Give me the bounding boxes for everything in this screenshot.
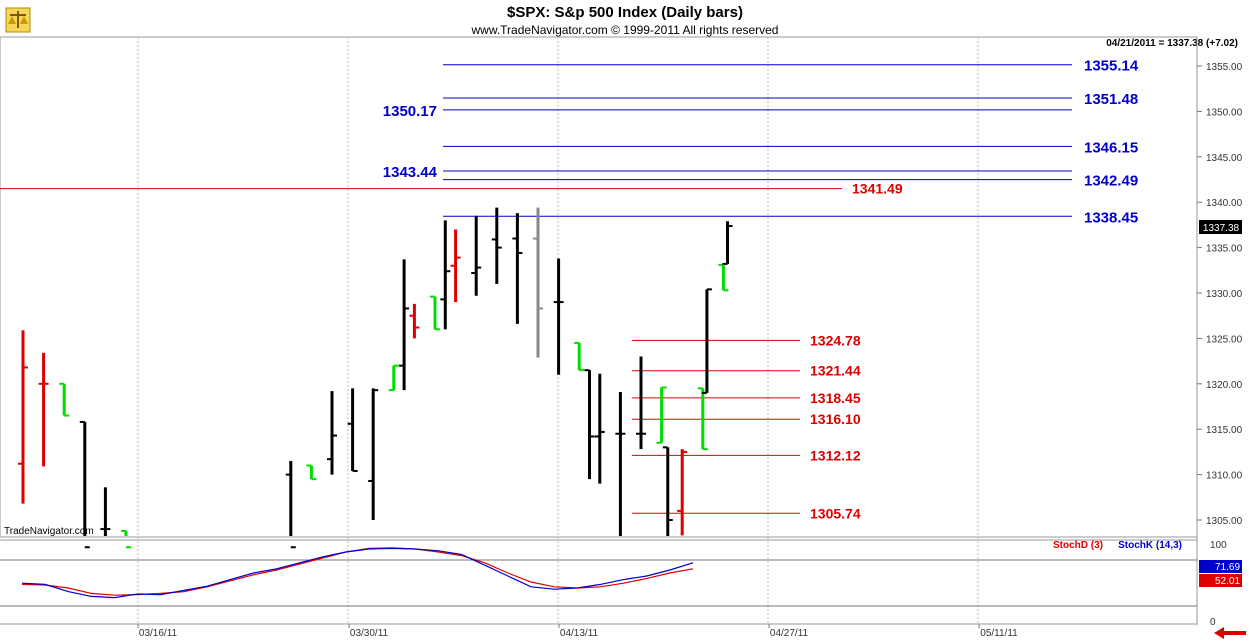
ohlc-bar xyxy=(368,388,379,520)
stoch-tick-100: 100 xyxy=(1210,540,1227,551)
blue-level-label: 1338.45 xyxy=(1084,209,1138,226)
y-tick-label: 1345.00 xyxy=(1206,153,1243,164)
ohlc-bar xyxy=(430,295,440,331)
x-tick-label: 03/16/11 xyxy=(139,628,178,639)
blue-level-label: 1351.48 xyxy=(1084,91,1138,108)
ohlc-bar xyxy=(491,207,502,284)
ohlc-bar xyxy=(718,263,729,292)
stoch-tick-0: 0 xyxy=(1210,617,1216,628)
last-price-label: 1337.38 xyxy=(1203,223,1240,234)
ohlc-bar xyxy=(409,303,420,339)
red-level-label: 1305.74 xyxy=(810,505,861,521)
ohlc-bar xyxy=(471,215,482,296)
red-level-label: 1324.78 xyxy=(810,332,861,348)
ohlc-bar xyxy=(662,446,673,536)
ohlc-bar xyxy=(636,356,646,450)
y-tick-label: 1310.00 xyxy=(1206,471,1243,482)
ohlc-bar xyxy=(440,220,451,330)
x-tick-label: 05/11/11 xyxy=(980,628,1018,639)
blue-level-label: 1342.49 xyxy=(1084,173,1138,190)
blue-level-label: 1346.15 xyxy=(1084,139,1138,156)
ohlc-bar xyxy=(701,288,712,394)
ohlc-bar xyxy=(594,373,605,484)
ohlc-bar xyxy=(327,391,337,475)
ohlc-bar xyxy=(399,259,410,391)
ohlc-bar xyxy=(388,364,399,392)
y-tick-label: 1340.00 xyxy=(1206,198,1243,209)
red-level-label: 1316.10 xyxy=(810,411,861,427)
last-quote: 04/21/2011 = 1337.38 (+7.02) xyxy=(1106,38,1238,49)
stochd-line xyxy=(21,547,694,596)
y-tick-label: 1325.00 xyxy=(1206,334,1243,345)
level-lines: 1341.49 1355.14 1351.48 1346.15 1342.49 1338.… xyxy=(0,58,1139,521)
vertical-gridlines xyxy=(137,37,979,625)
scales-logo-icon[interactable] xyxy=(5,7,31,33)
ohlc-bar xyxy=(677,449,688,536)
ohlc-bar xyxy=(574,341,585,372)
ohlc-bar xyxy=(79,420,90,549)
ohlc-bar xyxy=(584,369,595,480)
red-level-label: 1312.12 xyxy=(810,447,861,463)
stochd-value: 52.01 xyxy=(1215,576,1240,587)
y-tick-label: 1330.00 xyxy=(1206,289,1243,300)
blue-level-label: 1355.14 xyxy=(1084,58,1139,75)
stochd-legend: StochD (3) xyxy=(1053,540,1103,551)
stochk-legend: StochK (14,3) xyxy=(1118,540,1182,551)
ohlc-bar xyxy=(121,529,131,549)
stochd-value-box xyxy=(1199,574,1242,587)
ohlc-bar xyxy=(656,386,667,444)
blue-level-label: 1343.44 xyxy=(383,164,438,181)
copyright-text: www.TradeNavigator.com © 1999-2011 All r… xyxy=(471,23,779,37)
ohlc-bar xyxy=(285,460,296,549)
x-axis-ticks: 03/16/11 03/30/11 04/13/11 04/27/11 05/11/11 xyxy=(137,624,1018,639)
y-tick-label: 1315.00 xyxy=(1206,425,1243,436)
ohlc-bar xyxy=(615,391,626,536)
stochk-value: 71.69 xyxy=(1215,562,1240,573)
ohlc-bar xyxy=(553,258,564,375)
y-axis-ticks: 1305.00 1310.00 1315.00 1320.00 1325.00 1330.… xyxy=(1197,62,1243,527)
ohlc-bar xyxy=(100,487,111,536)
stochk-line xyxy=(21,547,694,599)
x-tick-label: 03/30/11 xyxy=(350,628,389,639)
y-tick-label: 1350.00 xyxy=(1206,107,1243,118)
red-level-label: 1341.49 xyxy=(852,181,903,197)
y-tick-label: 1335.00 xyxy=(1206,244,1243,255)
ohlc-bar xyxy=(306,464,317,481)
ohlc-bar xyxy=(533,207,543,358)
watermark: TradeNavigator.com xyxy=(4,526,94,537)
y-tick-label: 1320.00 xyxy=(1206,380,1243,391)
stochk-value-box xyxy=(1199,560,1242,573)
last-price-box xyxy=(1199,220,1242,234)
y-tick-label: 1305.00 xyxy=(1206,516,1243,527)
red-level-label: 1318.45 xyxy=(810,390,861,406)
ohlc-bar xyxy=(722,221,733,265)
ohlc-bar xyxy=(450,229,461,303)
ohlc-bar xyxy=(697,387,708,451)
chart-title: $SPX: S&p 500 Index (Daily bars) xyxy=(507,4,743,21)
ohlc-bar xyxy=(512,213,523,324)
ohlc-bar xyxy=(347,388,358,472)
y-tick-label: 1355.00 xyxy=(1206,62,1243,73)
ohlc-bar xyxy=(59,382,70,417)
ohlc-bars xyxy=(18,207,733,549)
red-level-label: 1321.44 xyxy=(810,363,861,379)
scroll-left-arrow-icon[interactable] xyxy=(1212,626,1248,640)
blue-level-label: 1350.17 xyxy=(383,103,437,120)
ohlc-bar xyxy=(18,330,28,504)
x-tick-label: 04/13/11 xyxy=(560,628,599,639)
x-tick-label: 04/27/11 xyxy=(770,628,809,639)
ohlc-bar xyxy=(38,352,49,467)
